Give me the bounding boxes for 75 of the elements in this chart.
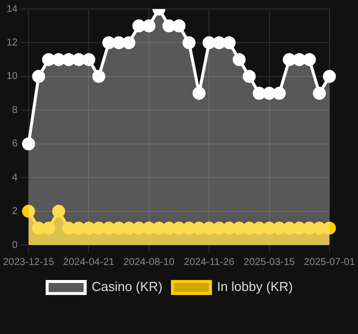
point: [42, 222, 56, 235]
point: [112, 36, 126, 50]
point: [282, 53, 296, 66]
point: [302, 53, 316, 66]
point: [272, 222, 286, 235]
x-tick-label: 2024-11-26: [184, 256, 235, 268]
point: [252, 222, 266, 235]
point: [242, 70, 256, 83]
y-tick-label: 0: [12, 240, 18, 251]
point: [322, 222, 336, 235]
point: [212, 36, 226, 50]
point: [132, 222, 146, 235]
point: [292, 222, 306, 235]
point: [232, 222, 246, 235]
point: [72, 222, 86, 235]
x-tick-label: 2023-12-15: [3, 256, 55, 268]
point: [172, 19, 186, 32]
point: [142, 222, 156, 235]
point: [192, 86, 206, 100]
point: [242, 222, 256, 235]
point: [102, 36, 116, 50]
y-tick-label: 12: [6, 37, 18, 48]
point: [252, 86, 266, 100]
y-tick-label: 6: [12, 138, 18, 150]
point: [182, 36, 196, 50]
y-tick-label: 4: [12, 172, 18, 184]
point: [292, 53, 306, 66]
point: [92, 70, 106, 83]
point: [82, 222, 96, 235]
point: [32, 222, 46, 235]
x-tick-label: 2024-08-10: [123, 256, 175, 268]
point: [312, 86, 326, 100]
x-tick-label: 2025-07-01: [304, 256, 356, 268]
x-tick-label: 2025-03-15: [244, 256, 296, 268]
point: [62, 53, 76, 66]
point: [202, 222, 216, 235]
point: [142, 19, 156, 32]
point: [72, 53, 86, 66]
x-tick-label: 2024-04-21: [63, 256, 115, 268]
point: [222, 222, 236, 235]
point: [172, 222, 186, 235]
point: [52, 53, 66, 66]
point: [202, 36, 216, 50]
point: [62, 222, 76, 235]
point: [152, 222, 166, 235]
point: [162, 222, 176, 235]
point: [312, 222, 326, 235]
point: [272, 86, 286, 100]
point: [92, 222, 106, 235]
point: [262, 86, 276, 100]
point: [212, 222, 226, 235]
point: [122, 36, 136, 50]
point: [322, 70, 336, 83]
point: [162, 19, 176, 32]
point: [102, 222, 116, 235]
point: [262, 222, 276, 235]
legend-label: In lobby (KR): [216, 279, 293, 294]
point: [32, 70, 46, 83]
point: [82, 53, 96, 66]
point: [132, 19, 146, 32]
legend-label: Casino (KR): [92, 279, 162, 294]
y-tick-label: 2: [12, 206, 18, 218]
point: [192, 222, 206, 235]
point: [42, 53, 56, 66]
point: [122, 222, 136, 235]
point: [112, 222, 126, 235]
point: [232, 53, 246, 66]
point: [182, 222, 196, 235]
point: [282, 222, 296, 235]
point: [302, 222, 316, 235]
point: [222, 36, 236, 50]
y-tick-label: 14: [6, 4, 18, 15]
point: [52, 204, 66, 218]
y-tick-label: 8: [12, 104, 18, 116]
y-tick-label: 10: [6, 71, 18, 82]
